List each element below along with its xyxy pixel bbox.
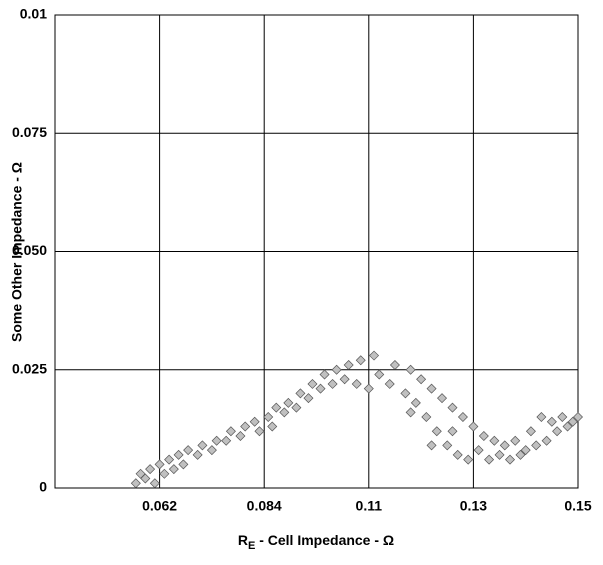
- data-point: [183, 445, 194, 456]
- data-point: [249, 416, 260, 427]
- data-point: [405, 407, 416, 418]
- data-point: [173, 449, 184, 460]
- data-point: [197, 440, 208, 451]
- data-point: [431, 426, 442, 437]
- data-point: [541, 435, 552, 446]
- data-point: [130, 478, 141, 489]
- x-tick-label: 0.11: [356, 498, 383, 514]
- y-tick-label: 0.075: [12, 124, 47, 140]
- x-axis-title: RE - Cell Impedance - Ω: [238, 532, 394, 552]
- data-point: [149, 478, 160, 489]
- data-point: [573, 412, 583, 423]
- data-point: [192, 449, 203, 460]
- data-point: [421, 412, 432, 423]
- data-point: [400, 388, 411, 399]
- data-point: [557, 412, 568, 423]
- data-point: [536, 412, 547, 423]
- data-point: [478, 430, 489, 441]
- x-tick-label: 0.15: [564, 498, 591, 514]
- x-axis-title-sub: E: [248, 540, 255, 552]
- data-point: [494, 449, 505, 460]
- data-point: [473, 445, 484, 456]
- data-point: [515, 449, 526, 460]
- data-point: [452, 449, 463, 460]
- data-point: [235, 430, 246, 441]
- data-point: [510, 435, 521, 446]
- data-point: [315, 383, 326, 394]
- data-point: [263, 412, 274, 423]
- y-tick-label: 0.01: [20, 6, 47, 22]
- data-point: [279, 407, 290, 418]
- data-point: [206, 445, 217, 456]
- data-point: [168, 464, 179, 475]
- x-tick-label: 0.084: [247, 498, 282, 514]
- data-point: [520, 445, 531, 456]
- data-point: [374, 369, 385, 380]
- data-point: [552, 426, 563, 437]
- plot-frame: [54, 14, 579, 489]
- data-point: [254, 426, 265, 437]
- data-point: [457, 412, 468, 423]
- data-point: [505, 454, 516, 465]
- y-tick-label: 0: [39, 479, 47, 495]
- x-axis-title-rest: - Cell Impedance - Ω: [255, 532, 394, 548]
- data-point: [283, 397, 294, 408]
- data-point: [442, 440, 453, 451]
- data-point: [426, 440, 437, 451]
- y-tick-label: 0.025: [12, 360, 47, 376]
- data-point: [225, 426, 236, 437]
- data-point: [416, 374, 427, 385]
- data-point: [546, 416, 557, 427]
- x-tick-label: 0.062: [142, 498, 177, 514]
- data-point: [489, 435, 500, 446]
- data-point: [159, 468, 170, 479]
- data-point: [363, 383, 374, 394]
- data-point: [178, 459, 189, 470]
- data-point: [303, 393, 314, 404]
- data-point: [447, 402, 458, 413]
- data-point: [426, 383, 437, 394]
- data-point: [355, 355, 366, 366]
- data-point: [267, 421, 278, 432]
- data-point: [405, 364, 416, 375]
- data-point: [410, 397, 421, 408]
- data-point: [164, 454, 175, 465]
- x-tick-label: 0.13: [460, 498, 487, 514]
- data-point: [140, 473, 151, 484]
- data-point: [331, 364, 342, 375]
- data-point: [525, 426, 536, 437]
- data-point: [562, 421, 573, 432]
- data-point: [389, 360, 400, 371]
- data-point: [437, 393, 448, 404]
- data-point: [327, 378, 338, 389]
- data-point: [447, 426, 458, 437]
- data-point: [567, 416, 578, 427]
- x-axis-title-main: R: [238, 532, 248, 548]
- data-point: [499, 440, 510, 451]
- y-axis-title: Some Other Impedance - Ω: [9, 162, 25, 342]
- data-point: [291, 402, 302, 413]
- y-tick-label: 0.050: [12, 242, 47, 258]
- data-point: [145, 464, 156, 475]
- data-point: [339, 374, 350, 385]
- data-point: [484, 454, 495, 465]
- data-point: [351, 378, 362, 389]
- data-point: [463, 454, 474, 465]
- data-point: [295, 388, 306, 399]
- data-point: [468, 421, 479, 432]
- data-point: [240, 421, 251, 432]
- data-point: [384, 378, 395, 389]
- data-point: [531, 440, 542, 451]
- data-point: [307, 378, 318, 389]
- data-point: [369, 350, 380, 361]
- data-point: [319, 369, 330, 380]
- data-point: [154, 459, 165, 470]
- data-point: [271, 402, 282, 413]
- data-point: [221, 435, 232, 446]
- data-point: [211, 435, 222, 446]
- data-point: [343, 360, 354, 371]
